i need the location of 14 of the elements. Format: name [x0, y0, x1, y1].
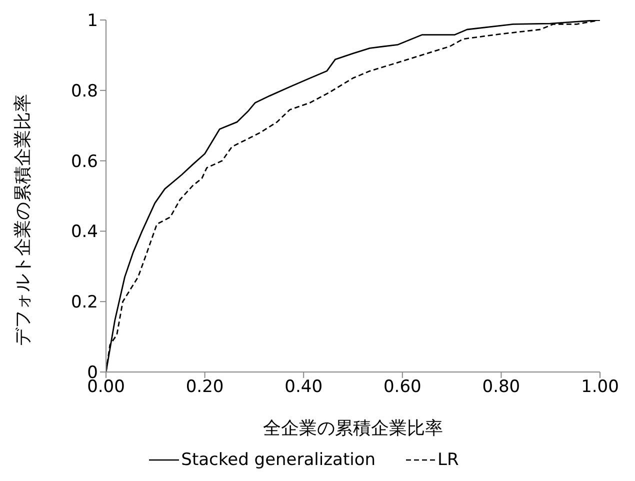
y-tick-label: 0.4 [70, 222, 98, 242]
legend-label: LR [436, 450, 459, 470]
y-tick-label: 0.8 [70, 81, 98, 102]
y-axis-title: デフォルト企業の累積企業比率 [12, 94, 34, 346]
x-tick-label: 1.00 [581, 377, 619, 398]
x-axis-title: 全企業の累積企業比率 [263, 418, 443, 439]
y-tick-label: 1 [87, 11, 98, 32]
x-tick-label: 0.20 [186, 377, 224, 398]
x-tick-label: 0.80 [482, 377, 520, 398]
x-tick-label: 0.40 [284, 377, 323, 398]
legend-label: Stacked generalization [180, 450, 376, 470]
y-tick-label: 0.2 [70, 292, 98, 313]
x-tick-label: 0.60 [383, 377, 422, 398]
y-tick-label: 0.6 [70, 152, 98, 172]
